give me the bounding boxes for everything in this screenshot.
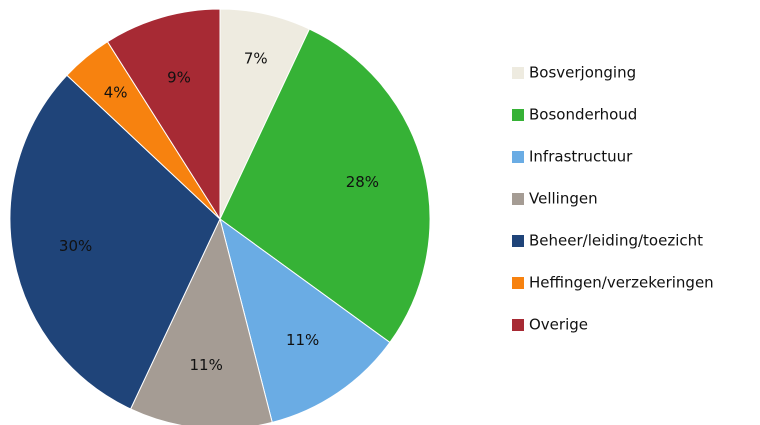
legend-label: Bosonderhoud bbox=[529, 106, 637, 124]
data-label: 28% bbox=[346, 173, 379, 191]
data-label: 7% bbox=[244, 50, 268, 68]
data-label: 11% bbox=[189, 356, 222, 374]
data-label: 9% bbox=[167, 68, 191, 86]
legend-label: Infrastructuur bbox=[529, 148, 633, 166]
pie-slice bbox=[106, 8, 221, 221]
pie-slice bbox=[219, 217, 391, 424]
data-label: 11% bbox=[286, 331, 319, 349]
legend-swatch bbox=[512, 67, 524, 79]
legend-swatch bbox=[512, 277, 524, 289]
legend-label: Bosverjonging bbox=[529, 64, 636, 82]
legend-swatch bbox=[512, 193, 524, 205]
legend-swatch bbox=[512, 151, 524, 163]
pie-slice bbox=[219, 28, 431, 344]
legend-swatch bbox=[512, 235, 524, 247]
legend-swatch bbox=[512, 109, 524, 121]
pie-slice bbox=[9, 74, 221, 410]
legend-swatch bbox=[512, 319, 524, 331]
legend-label: Heffingen/verzekeringen bbox=[529, 274, 714, 292]
legend-label: Vellingen bbox=[529, 190, 598, 208]
data-label: 4% bbox=[104, 83, 128, 101]
pie-slice bbox=[129, 217, 273, 425]
legend-label: Overige bbox=[529, 316, 588, 334]
data-label: 30% bbox=[59, 237, 92, 255]
legend-label: Beheer/leiding/toezicht bbox=[529, 232, 703, 250]
